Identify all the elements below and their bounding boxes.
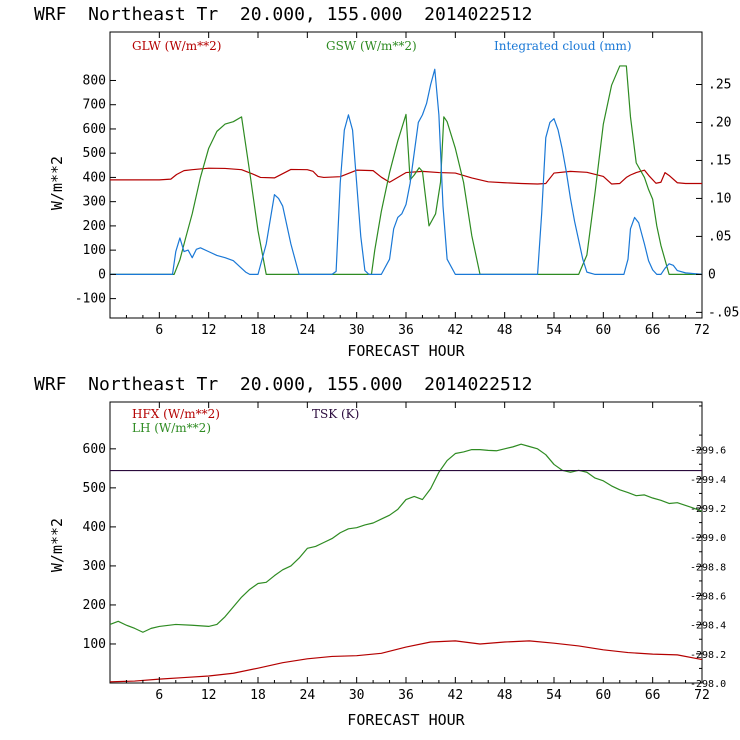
chart-2-x-tick-label: 60 [596, 688, 612, 703]
chart-1-x-tick-label: 24 [300, 323, 316, 338]
chart-2-x-tick-label: 54 [546, 688, 562, 703]
chart-2-legend: HFX (W/m**2) LH (W/m**2) TSK (K) [132, 407, 359, 435]
chart-1-x-tick-label: 66 [645, 323, 661, 338]
chart-1-y2-tick-label: .05 [708, 229, 731, 244]
chart-2-y2-tick-label: -299.6 [690, 446, 726, 457]
chart-1-x-tick-label: 42 [448, 323, 464, 338]
chart-1-ylabel: W/m**2 [48, 156, 66, 210]
chart-2-y-tick-label: 200 [83, 598, 106, 613]
chart-2-y2-tick-label: -298.6 [690, 592, 726, 603]
chart-1-x-tick-label: 30 [349, 323, 365, 338]
chart-1-legend-cloud: Integrated cloud (mm) [494, 39, 632, 53]
chart-1-title: WRF Northeast Tr 20.000, 155.000 2014022… [34, 4, 533, 25]
chart-1-series-1-line [110, 167, 702, 185]
chart-2-y2-tick-label: -298.0 [690, 679, 726, 690]
chart-1-frame [109, 31, 703, 319]
chart-1-x-tick-label: 12 [201, 323, 217, 338]
chart-2-y-tick-label: 400 [83, 520, 106, 535]
chart-1-y-tick-label: 500 [83, 146, 106, 161]
chart-2-y-tick-label: 600 [83, 442, 106, 457]
chart-1-y2-tick-label: -.05 [708, 305, 739, 320]
chart-2-x-tick-label: 42 [448, 688, 464, 703]
chart-2-title: WRF Northeast Tr 20.000, 155.000 2014022… [34, 374, 533, 395]
chart-2: WRF Northeast Tr 20.000, 155.000 2014022… [34, 374, 726, 729]
chart-2-y-tick-label: 500 [83, 481, 106, 496]
chart-2-x-tick-label: 12 [201, 688, 217, 703]
chart-1-y-tick-label: 600 [83, 122, 106, 137]
chart-2-x-tick-label: 30 [349, 688, 365, 703]
chart-1-x-tick-label: 48 [497, 323, 513, 338]
chart-1-x-tick-label: 72 [694, 323, 710, 338]
chart-1-y-tick-label: 0 [98, 267, 106, 282]
chart-2-xlabel: FORECAST HOUR [347, 711, 465, 729]
chart-2-legend-lh: LH (W/m**2) [132, 421, 211, 435]
chart-2-x-tick-label: 72 [694, 688, 710, 703]
chart-1-series-2-line [110, 65, 702, 275]
chart-1-legend-glw: GLW (W/m**2) [132, 39, 221, 53]
chart-1-x-tick-label: 54 [546, 323, 562, 338]
chart-2-legend-tsk: TSK (K) [312, 407, 359, 421]
chart-2-x-tick-label: 18 [250, 688, 266, 703]
chart-1-x-tick-label: 18 [250, 323, 266, 338]
chart-1-y2-tick-label: 0 [708, 267, 716, 282]
chart-1-y2-tick-label: .15 [708, 153, 731, 168]
chart-2-series-2-line [109, 443, 703, 633]
chart-1-plot-area: 6 12 18 24 30 36 42 48 54 60 66 72 -100 0 100 200 300 400… [75, 31, 739, 338]
chart-1-x-tick-label: 36 [398, 323, 414, 338]
chart-1-y2-tick-label: .25 [708, 77, 731, 92]
chart-1-xlabel: FORECAST HOUR [347, 342, 465, 360]
chart-1: WRF Northeast Tr 20.000, 155.000 2014022… [34, 4, 739, 360]
chart-1-y-tick-label: -100 [75, 292, 106, 307]
chart-1-y-tick-label: 100 [83, 243, 106, 258]
chart-1-y-tick-label: 700 [83, 98, 106, 113]
chart-1-x-tick-label: 6 [155, 323, 163, 338]
chart-2-series-1-line [109, 640, 703, 683]
chart-1-legend-gsw: GSW (W/m**2) [326, 39, 417, 53]
chart-2-ylabel: W/m**2 [48, 518, 66, 572]
chart-2-x-tick-label: 48 [497, 688, 513, 703]
chart-1-y2-tick-label: .20 [708, 115, 731, 130]
chart-2-legend-hfx: HFX (W/m**2) [132, 407, 220, 421]
chart-1-y-tick-label: 200 [83, 219, 106, 234]
chart-2-y2-tick-label: -299.0 [690, 533, 726, 544]
chart-2-x-tick-label: 36 [398, 688, 414, 703]
chart-2-plot-area: 6 12 18 24 30 36 42 48 54 60 66 72 100 200 300 400 500 60… [83, 401, 726, 703]
chart-2-x-tick-label: 24 [300, 688, 316, 703]
chart-1-y-tick-label: 400 [83, 170, 106, 185]
chart-2-y-tick-label: 300 [83, 559, 106, 574]
chart-2-y2-tick-label: -298.4 [690, 621, 726, 632]
chart-2-y2-tick-label: -299.2 [690, 504, 726, 515]
chart-1-y-tick-label: 800 [83, 73, 106, 88]
chart-2-y2-tick-label: -298.2 [690, 650, 726, 661]
chart-2-y2-tick-label: -298.8 [690, 562, 726, 573]
chart-1-y2-tick-label: .10 [708, 191, 731, 206]
chart-1-legend: GLW (W/m**2) GSW (W/m**2) Integrated clo… [132, 39, 632, 53]
chart-2-x-tick-label: 6 [155, 688, 163, 703]
chart-2-frame [109, 401, 703, 684]
chart-1-y-tick-label: 300 [83, 195, 106, 210]
chart-2-y-tick-label: 100 [83, 637, 106, 652]
chart-2-y2-tick-label: -299.4 [690, 475, 726, 486]
chart-2-x-tick-label: 66 [645, 688, 661, 703]
chart-1-x-tick-label: 60 [596, 323, 612, 338]
chart-1-series-3-line [110, 68, 703, 275]
